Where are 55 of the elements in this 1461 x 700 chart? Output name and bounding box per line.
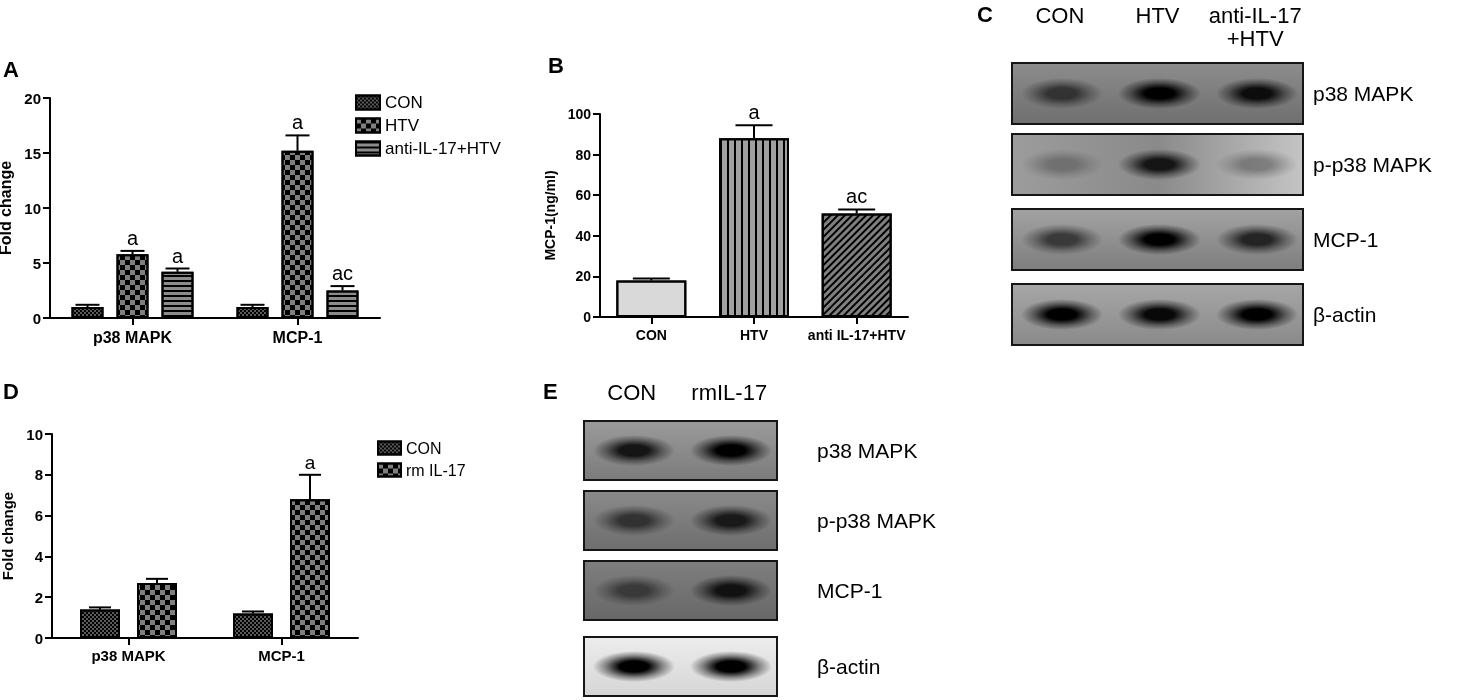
text: p38 MAPK <box>1313 81 1414 106</box>
y-tick-label: 8 <box>34 466 43 484</box>
text: anti-IL-17 +HTV <box>1207 3 1303 52</box>
text: E <box>543 379 558 405</box>
text: CON <box>1035 3 1085 28</box>
y-tick-label: 100 <box>567 106 592 122</box>
y-axis-title: MCP-1(ng/ml) <box>541 170 558 261</box>
y-tick-label: 5 <box>32 254 41 272</box>
y-tick-label: 80 <box>575 146 592 163</box>
chart-title: D <box>3 378 19 404</box>
text: p38 MAPK <box>817 438 918 463</box>
text: rmIL-17 <box>691 380 768 405</box>
data-label: a <box>304 451 316 473</box>
x-tick-label: p38 MAPK <box>92 328 173 346</box>
y-tick-label: 0 <box>583 309 592 325</box>
text: p-p38 MAPK <box>1313 152 1433 177</box>
y-tick-label: 40 <box>575 227 592 244</box>
x-tick-label: MCP-1 <box>272 328 323 346</box>
y-axis-title: Fold change <box>0 491 17 581</box>
y-tick-label: 60 <box>575 187 592 204</box>
data-label: ac <box>846 185 868 208</box>
chart-title: B <box>548 52 564 78</box>
data-label: a <box>291 111 304 134</box>
data-label: ac <box>331 262 354 285</box>
y-tick-label: 15 <box>24 144 41 162</box>
x-tick-label: anti IL-17+HTV <box>807 327 907 343</box>
text: MCP-1 <box>817 578 883 603</box>
legend-label: anti-IL-17+HTV <box>385 139 502 158</box>
text: C <box>977 2 993 28</box>
y-axis-title: Fold change <box>0 160 14 256</box>
y-tick-label: 10 <box>26 425 43 443</box>
y-tick-label: 10 <box>24 199 41 217</box>
x-tick-label: CON <box>635 327 667 343</box>
data-label: a <box>748 101 761 124</box>
y-tick-label: 0 <box>34 629 43 647</box>
y-tick-label: 4 <box>34 547 44 565</box>
chart-title: A <box>3 56 19 82</box>
text: β-actin <box>817 654 881 679</box>
text: p-p38 MAPK <box>817 508 937 533</box>
text: HTV <box>1135 3 1180 28</box>
y-tick-label: 0 <box>32 309 41 327</box>
text: β-actin <box>1313 302 1377 327</box>
y-tick-label: 6 <box>34 507 43 525</box>
legend-label: HTV <box>385 116 420 135</box>
y-tick-label: 20 <box>575 268 592 285</box>
legend-label: CON <box>385 93 423 112</box>
text: MCP-1 <box>1313 227 1379 252</box>
data-label: a <box>171 244 184 267</box>
legend-label: rm IL-17 <box>406 461 466 479</box>
x-tick-label: HTV <box>740 327 769 343</box>
legend-label: CON <box>406 439 442 457</box>
text: CON <box>607 380 657 405</box>
y-tick-label: 20 <box>24 89 41 107</box>
data-label: a <box>126 226 139 249</box>
y-tick-label: 2 <box>34 588 43 606</box>
